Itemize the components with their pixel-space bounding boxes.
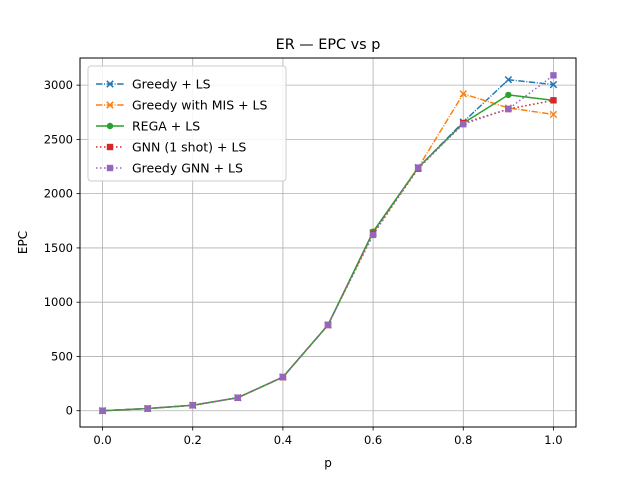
y-tick-label: 0 [66, 404, 73, 418]
data-point [460, 121, 467, 128]
data-point [414, 164, 422, 171]
legend-marker [106, 80, 114, 88]
legend-marker [106, 101, 114, 109]
data-point [144, 405, 151, 412]
series-greedy-gnn-ls [99, 72, 557, 414]
legend-entry: GNN (1 shot) + LS [96, 140, 246, 155]
legend-marker [106, 143, 114, 151]
data-point [550, 97, 557, 104]
x-axis-ticks: 0.0 0.2 0.4 0.6 0.8 1.0 [93, 427, 563, 447]
chart-title: ER — EPC vs p [276, 37, 381, 53]
data-point [369, 231, 377, 239]
x-tick-label: 0.4 [274, 433, 292, 447]
data-point [505, 105, 512, 113]
x-tick-label: 1.0 [544, 433, 562, 447]
data-point [504, 75, 513, 84]
data-point [99, 407, 106, 414]
legend-label: Greedy + LS [132, 77, 211, 92]
y-tick-label: 1000 [44, 295, 73, 309]
x-tick-label: 0.0 [93, 433, 111, 447]
legend-box [87, 65, 287, 182]
x-tick-label: 0.8 [454, 433, 472, 447]
data-point [459, 90, 468, 98]
legend-entry: Greedy with MIS + LS [96, 98, 268, 113]
legend-entry: REGA + LS [96, 119, 200, 134]
y-tick-label: 500 [51, 349, 73, 363]
legend-label: GNN (1 shot) + LS [132, 140, 246, 155]
y-axis-ticks: 0 500 1000 1500 2000 2500 3000 [44, 78, 80, 418]
y-tick-label: 1500 [44, 241, 73, 255]
legend-label: Greedy with MIS + LS [132, 98, 268, 113]
x-axis-label: p [324, 456, 332, 470]
legend-label: REGA + LS [132, 119, 200, 134]
legend: Greedy + LS Greedy with MIS + LS REGA + LS… [87, 65, 287, 182]
legend-label: Greedy GNN + LS [132, 161, 243, 176]
data-point [549, 80, 558, 89]
series-layer [98, 72, 558, 415]
data-point [279, 373, 287, 381]
y-tick-label: 3000 [44, 78, 73, 92]
legend-entry: Greedy GNN + LS [96, 161, 243, 176]
legend-marker [106, 122, 114, 130]
y-axis-label: EPC [16, 231, 30, 254]
data-point [549, 110, 558, 119]
data-point [324, 321, 332, 329]
x-tick-label: 0.2 [184, 433, 202, 447]
data-point [189, 402, 196, 409]
x-tick-label: 0.6 [364, 433, 382, 447]
y-tick-label: 2000 [44, 187, 73, 201]
plot-frame [79, 57, 577, 428]
data-point [234, 394, 242, 401]
legend-entry: Greedy + LS [96, 77, 211, 92]
data-point [550, 72, 557, 79]
data-point [505, 91, 512, 99]
legend-marker [106, 164, 114, 172]
y-tick-label: 2500 [44, 132, 73, 146]
